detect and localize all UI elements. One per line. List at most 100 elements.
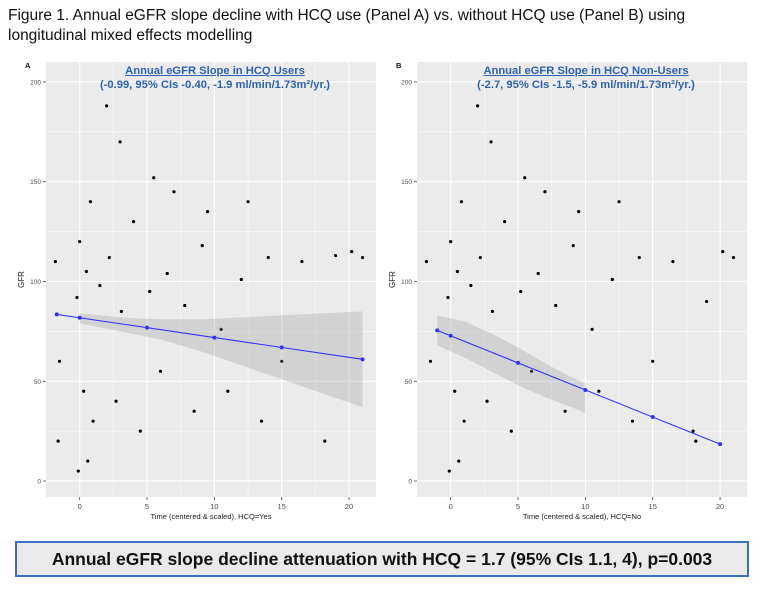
panel-a-fit-point xyxy=(360,357,365,362)
panel-b-y-tick-label: 0 xyxy=(408,479,412,486)
panel-a-data-point xyxy=(98,283,102,288)
panel-a-y-tick-label: 50 xyxy=(34,379,42,386)
panel-a-fit-point xyxy=(145,325,150,330)
panel-b-data-point xyxy=(694,439,698,443)
panel-b-fit-point xyxy=(516,360,521,365)
panel-a-y-tick-label: 0 xyxy=(37,479,41,486)
panel-b-data-point xyxy=(721,249,725,254)
panel-a-data-point xyxy=(360,255,365,260)
panel-b-data-point xyxy=(597,389,601,393)
panel-b-data-point xyxy=(485,399,489,403)
panel-a-data-point xyxy=(165,271,169,276)
panel-b-data-point xyxy=(704,299,709,304)
panel-b-data-point xyxy=(529,369,534,373)
panel-b-data-point xyxy=(478,255,482,260)
panel-a-fit-point xyxy=(54,312,59,317)
panel-b-data-point xyxy=(502,220,507,224)
panel-a-fit-point xyxy=(212,335,217,340)
panel-a-x-tick-label: 5 xyxy=(145,502,149,511)
panel-b-data-point xyxy=(489,140,493,144)
panel-b-data-point xyxy=(462,419,466,423)
panel-a-data-point xyxy=(119,309,124,314)
panel-a-y-tick-label: 200 xyxy=(30,79,41,86)
panel-b-data-point xyxy=(449,239,453,244)
panel-a-data-point xyxy=(118,140,122,144)
panel-b-data-point xyxy=(617,200,621,204)
panel-b-data-point xyxy=(519,289,523,294)
panel-a-data-point xyxy=(107,255,111,260)
panel-a-plot-background xyxy=(46,62,376,497)
panel-a-data-point xyxy=(148,289,152,294)
panel-b-data-point xyxy=(509,429,513,433)
panel-a-data-point xyxy=(138,429,142,433)
panel-a-data-point xyxy=(105,104,109,108)
panel-b-data-point xyxy=(543,190,547,194)
panel-a-data-point xyxy=(56,439,60,443)
panel-a-data-point xyxy=(75,295,79,300)
summary-text: Annual eGFR slope decline attenuation wi… xyxy=(51,548,713,569)
panel-b-data-point xyxy=(455,269,460,274)
panel-a-fit-point xyxy=(279,345,284,350)
summary-box: Annual eGFR slope decline attenuation wi… xyxy=(15,541,749,577)
panel-b-fit-line xyxy=(436,329,721,445)
panel-b-data-point xyxy=(691,429,695,433)
panel-a-data-point xyxy=(78,239,82,244)
panel-a-data-point xyxy=(76,469,80,473)
panel-b-data-point xyxy=(590,327,594,331)
panel-b-data-point xyxy=(469,283,473,288)
panel-a-x-axis-label: Time (centered & scaled), HCQ=Yes xyxy=(151,512,272,521)
panel-a-data-point xyxy=(219,327,223,331)
panel-b-data-point xyxy=(610,277,614,282)
panel-b-data-point xyxy=(424,259,429,264)
panel-a-data-point xyxy=(239,277,243,282)
panel-a-annotation: Annual eGFR Slope in HCQ Users (-0.99, 9… xyxy=(55,64,375,92)
panel-b-x-tick-label: 0 xyxy=(449,502,453,511)
panel-b-y-axis-label: GFR xyxy=(388,271,397,288)
panel-a-data-point xyxy=(350,249,354,254)
panel-b-data-point xyxy=(490,309,495,314)
panel-a-data-point xyxy=(131,220,136,224)
panel-b-data-point xyxy=(453,389,457,393)
panel-b-annotation-ci: (-2.7, 95% CIs -1.5, -5.9 ml/min/1.73m²/… xyxy=(477,79,695,91)
panel-a-x-tick-label: 15 xyxy=(278,502,286,511)
panel-a-data-point xyxy=(192,409,196,413)
panel-a-data-point xyxy=(53,259,58,264)
panel-a-x-tick-label: 20 xyxy=(345,502,353,511)
panel-b-data-point xyxy=(457,459,461,463)
panel-b-x-tick-label: 15 xyxy=(649,502,657,511)
panel-a-y-tick-label: 150 xyxy=(30,179,41,186)
panel-a-data-point xyxy=(206,210,210,214)
panel-a-data-point xyxy=(88,200,93,204)
panel-a-data-point xyxy=(259,419,264,423)
panel-b-y-tick-label: 150 xyxy=(401,179,412,186)
panel-a-fit-point xyxy=(77,315,82,320)
panel-b-data-point xyxy=(671,259,675,264)
panel-a-chart: 0 5 10 15 20 0 50 100 150 200 A Time (centered & sc… xyxy=(14,61,384,521)
panel-a-data-point xyxy=(323,439,327,443)
panel-b-data-point xyxy=(476,104,480,108)
panel-b-y-tick-label: 200 xyxy=(401,79,412,86)
panel-b-annotation: Annual eGFR Slope in HCQ Non-Users (-2.7… xyxy=(426,64,746,92)
panel-b-data-point xyxy=(637,255,641,260)
panel-a-y-axis-label: GFR xyxy=(17,271,26,288)
panel-b-data-point xyxy=(523,176,527,180)
panel-a-data-point xyxy=(84,269,89,274)
panel-b-chart: 0 5 10 15 20 0 50 100 150 200 B Time (centered & sc… xyxy=(385,61,755,521)
panel-a-data-point xyxy=(91,419,95,423)
panel-b-panel-letter: B xyxy=(396,61,402,70)
panel-b-x-tick-label: 10 xyxy=(581,502,589,511)
panel-b-data-point xyxy=(446,295,450,300)
panel-a-annotation-title: Annual eGFR Slope in HCQ Users xyxy=(125,65,305,77)
panel-a-x-tick-label: 0 xyxy=(78,502,82,511)
panel-a-confidence-band xyxy=(79,311,363,408)
panel-b-fit-point xyxy=(650,414,655,419)
panel-b-fit-point xyxy=(718,442,723,447)
panel-b-fit-point xyxy=(435,328,440,333)
panel-b-x-tick-label: 20 xyxy=(716,502,724,511)
panel-a-data-point xyxy=(246,200,250,204)
panel-a-data-point xyxy=(333,253,338,258)
panel-a-data-point xyxy=(114,399,118,403)
panel-b-data-point xyxy=(731,255,736,260)
panel-a-data-point xyxy=(183,303,187,308)
